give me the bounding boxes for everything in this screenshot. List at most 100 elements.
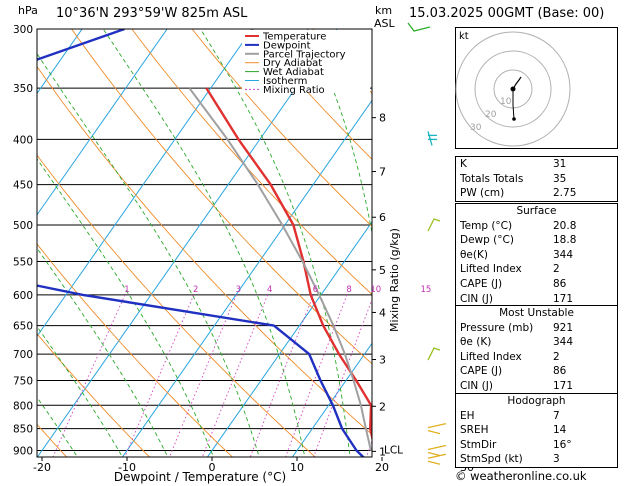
- surface-label: Dewp (°C): [460, 234, 514, 247]
- most-unstable-value: 344: [553, 336, 574, 349]
- mixing-ratio-label: 10: [370, 285, 381, 295]
- most-unstable-value: 2: [553, 350, 560, 363]
- hodograph-value: 3: [553, 453, 560, 466]
- dry-adiabat-line: [251, 29, 372, 160]
- surface-label: Lifted Index: [460, 263, 522, 276]
- surface-value: 18.8: [553, 234, 577, 247]
- hodograph-lower-trace: [512, 89, 515, 120]
- dry-adiabat-line: [37, 65, 372, 436]
- most-unstable-value: 171: [553, 379, 574, 392]
- asl-axis-label: ASL: [374, 17, 396, 30]
- most-unstable-label: θe (K): [460, 336, 492, 349]
- mixing-ratio-line: [313, 298, 372, 457]
- legend-entry: Isotherm: [263, 76, 307, 87]
- most-unstable-value: 921: [553, 321, 574, 334]
- isotherm-line: [37, 29, 253, 338]
- indices-panel: K 31 Totals Totals 35 PW (cm) 2.75: [455, 156, 618, 202]
- wind-barb: [427, 422, 447, 435]
- surface-value: 20.8: [553, 219, 577, 232]
- most-unstable-label: Pressure (mb): [460, 321, 534, 334]
- km-tick-label: 3: [379, 354, 386, 367]
- wet-adiabat-line: [37, 52, 260, 457]
- most-unstable-value: 86: [553, 365, 567, 378]
- surface-label: Temp (°C): [460, 219, 513, 232]
- dry-adiabat-line: [37, 154, 316, 457]
- mixing-ratio-label: 15: [421, 285, 432, 295]
- mixing-ratio-line: [124, 294, 195, 457]
- hodograph-label: EH: [460, 409, 475, 422]
- km-tick-label: 6: [379, 211, 386, 224]
- dry-adiabat-line: [71, 29, 372, 365]
- mixing-ratio-axis-title: Mixing Ratio (g/kg): [388, 228, 401, 332]
- isotherm-line: [37, 29, 168, 216]
- dry-adiabat-line: [37, 423, 68, 457]
- pressure-tick-label: 850: [13, 424, 33, 436]
- copyright-footer: © weatheronline.co.uk: [455, 469, 587, 483]
- mixing-ratio-label: 8: [346, 285, 351, 295]
- hodograph-label: SREH: [460, 424, 489, 437]
- wet-adiabat-line: [306, 29, 372, 236]
- hodograph-row: SREH 14: [456, 423, 617, 438]
- mixing-ratio-line: [404, 295, 460, 459]
- isotherm-line: [291, 342, 372, 457]
- dry-adiabat-line: [131, 29, 372, 296]
- wet-adiabat-line: [37, 396, 79, 457]
- surface-row: θe(K) 344: [456, 248, 617, 263]
- mixing-ratio-line: [201, 294, 269, 457]
- hodograph-origin: [510, 86, 516, 92]
- mixing-ratio-label: 2: [193, 285, 198, 295]
- most-unstable-row: Pressure (mb) 921: [456, 321, 617, 336]
- index-row: Totals Totals 35: [456, 172, 617, 187]
- surface-row: CIN (J) 171: [456, 292, 617, 307]
- hodograph-row: EH 7: [456, 409, 617, 424]
- pressure-tick-label: 550: [13, 257, 33, 269]
- surface-value: 2: [553, 263, 560, 276]
- surface-label: CIN (J): [460, 292, 493, 305]
- most-unstable-row: CAPE (J) 86: [456, 364, 617, 379]
- surface-label: θe(K): [460, 248, 488, 261]
- hodograph-point: [512, 117, 516, 121]
- hodograph-label: StmSpd (kt): [460, 453, 523, 466]
- mixing-ratio-line: [52, 294, 126, 457]
- km-tick-label: 7: [379, 166, 386, 179]
- index-row: PW (cm) 2.75: [456, 186, 617, 201]
- wet-adiabat-line: [37, 158, 214, 457]
- surface-value: 344: [553, 248, 574, 261]
- most-unstable-label: CIN (J): [460, 379, 493, 392]
- legend-entry: Parcel Trajectory: [263, 49, 346, 60]
- surface-row: Dewp (°C) 18.8: [456, 233, 617, 248]
- wind-barb: [427, 218, 441, 232]
- surface-row: Lifted Index 2: [456, 262, 617, 277]
- wet-adiabat-line: [102, 29, 306, 457]
- temperature-tick-label: -20: [33, 461, 51, 474]
- hodograph-ring-20: 20: [485, 110, 497, 120]
- index-label: K: [460, 158, 467, 170]
- km-tick-label: 1: [379, 445, 386, 458]
- km-tick-label: 2: [379, 400, 386, 413]
- isotherm-line: [206, 221, 372, 457]
- km-tick-label: 8: [379, 112, 386, 125]
- wet-adiabat-line: [406, 16, 440, 461]
- parcel-trajectory-line: [188, 87, 372, 452]
- index-label: Totals Totals: [460, 172, 524, 185]
- most-unstable-label: CAPE (J): [460, 365, 503, 378]
- legend-entry: Temperature: [262, 32, 326, 43]
- wet-adiabat-line: [37, 247, 169, 457]
- hodograph-value: 14: [553, 424, 567, 437]
- mixing-ratio-label: 4: [267, 285, 272, 295]
- pressure-tick-label: 600: [13, 290, 33, 302]
- hodograph-panel: Hodograph EH 7 SREH 14 StmDir 16° StmSpd (kt) 3: [455, 393, 618, 468]
- surface-label: CAPE (J): [460, 277, 503, 290]
- wind-barb: [427, 131, 437, 146]
- index-value: 35: [553, 172, 567, 185]
- wind-barb: [427, 347, 441, 361]
- wind-barb: [407, 22, 431, 32]
- hpa-axis-label: hPa: [18, 4, 38, 17]
- mixing-ratio-label: 6: [313, 285, 318, 295]
- wind-barb: [427, 444, 447, 457]
- surface-value: 171: [553, 292, 574, 305]
- legend-entry: Dry Adiabat: [263, 58, 322, 69]
- km-axis-label: km: [375, 4, 392, 17]
- pressure-tick-label: 450: [13, 180, 33, 192]
